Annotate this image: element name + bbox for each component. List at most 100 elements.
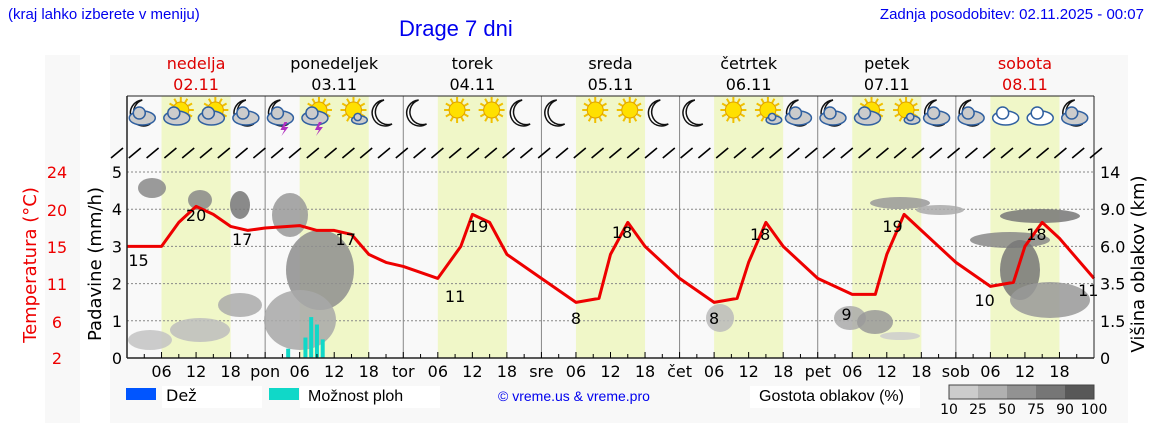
temperature-tick-label: 20 <box>47 201 67 220</box>
wind-barb-icon <box>947 147 961 159</box>
day-name: četrtek <box>720 54 778 73</box>
x-tick-label: 12 <box>600 362 620 381</box>
wind-barb-icon <box>786 147 800 159</box>
page-title: Drage 7 dni <box>399 16 513 41</box>
temperature-axis-panel <box>45 55 80 423</box>
cloud-height-tick-label: 0 <box>1100 349 1110 368</box>
x-tick-label: 06 <box>289 362 309 381</box>
legend-showers-bg <box>300 386 440 408</box>
density-tick-label: 25 <box>969 402 987 418</box>
sun-small-cloud-icon <box>340 97 369 125</box>
day-name: nedelja <box>167 54 226 73</box>
cloud-density-blob <box>286 230 354 310</box>
legend-rain-bg <box>162 386 262 408</box>
density-tick-label: 100 <box>1081 402 1108 418</box>
moon-cloud-icon <box>819 99 847 127</box>
shower-bar <box>303 337 308 358</box>
temperature-value-label: 18 <box>1026 225 1046 244</box>
wind-barb-icon <box>502 147 516 159</box>
temperature-value-label: 9 <box>841 305 851 324</box>
wind-barb-icon <box>626 147 640 159</box>
x-tick-label: 12 <box>877 362 897 381</box>
sun-icon <box>582 97 609 123</box>
wind-barb-icon <box>128 147 142 159</box>
cloud-density-blob <box>1000 209 1080 223</box>
wind-barb-icon <box>964 147 978 159</box>
day-date: 02.11 <box>173 75 219 94</box>
sun-icon <box>720 97 747 123</box>
temperature-value-label: 11 <box>445 287 465 306</box>
legend-density-bg <box>750 386 920 408</box>
moon-cloud-icon <box>957 99 985 127</box>
wind-barb-icon <box>359 147 373 159</box>
daytime-shade <box>161 96 231 358</box>
wind-barb-icon <box>110 147 124 159</box>
temperature-value-label: 17 <box>336 230 356 249</box>
cloud-density-blob <box>870 197 930 209</box>
wind-barb-icon <box>1053 147 1067 159</box>
daytime-shade <box>437 96 507 358</box>
moon-cloud-icon <box>128 99 157 127</box>
temperature-value-label: 20 <box>186 206 206 225</box>
wind-barb-icon <box>181 147 195 159</box>
x-tick-label: pon <box>250 362 280 381</box>
moon-cloud-icon <box>922 99 951 127</box>
day-date: 05.11 <box>588 75 634 94</box>
cloud-density-blob <box>170 318 230 342</box>
temperature-value-label: 8 <box>709 309 719 328</box>
cloud-height-tick-label: 1.5 <box>1100 312 1125 331</box>
cloud-density-blob <box>188 190 212 210</box>
wind-barb-icon <box>466 147 480 159</box>
moon-cloud-icon <box>784 99 813 127</box>
cloud-height-axis-title: Višina oblakov (km) <box>1128 175 1149 352</box>
precip-tick-label: 5 <box>112 163 122 182</box>
wind-barb-icon <box>555 147 569 159</box>
x-tick-label: 06 <box>980 362 1000 381</box>
x-tick-label: 18 <box>911 362 931 381</box>
density-swatch <box>978 385 1007 399</box>
density-tick-label: 10 <box>940 402 958 418</box>
temperature-tick-label: 24 <box>47 163 67 182</box>
moon-cloud-icon <box>1060 99 1089 127</box>
x-tick-label: 18 <box>635 362 655 381</box>
temperature-tick-label: 2 <box>52 349 62 368</box>
daytime-shade <box>575 96 646 358</box>
x-tick-label: 12 <box>324 362 344 381</box>
clouds-icon <box>991 106 1020 126</box>
copyright-link[interactable]: © vreme.us & vreme.pro <box>498 388 650 404</box>
wind-barb-icon <box>1000 147 1014 159</box>
x-tick-label: 18 <box>220 362 240 381</box>
temperature-value-label: 10 <box>974 291 994 310</box>
moon-icon <box>509 99 531 127</box>
cloud-height-tick-label: 14 <box>1100 163 1120 182</box>
wind-barb-icon <box>235 147 249 159</box>
wind-barb-icon <box>1089 147 1103 159</box>
x-tick-label: čet <box>667 362 692 381</box>
shower-bar <box>320 339 325 358</box>
cloud-density-blob <box>706 304 734 332</box>
precip-tick-label: 3 <box>112 237 122 256</box>
last-update: Zadnja posodobitev: 02.11.2025 - 00:07 <box>879 6 1144 23</box>
cloud-density-blob <box>138 178 166 198</box>
temperature-value-label: 19 <box>882 217 902 236</box>
wind-barb-icon <box>697 147 711 159</box>
legend-rain-swatch <box>126 388 156 400</box>
wind-barb-icon <box>822 147 836 159</box>
density-swatch <box>1065 385 1094 399</box>
wind-barb-icon <box>573 147 587 159</box>
precip-axis-title: Padavine (mm/h) <box>85 187 106 341</box>
temperature-tick-label: 6 <box>52 313 62 332</box>
cloud-density-label: Gostota oblakov (%) <box>759 388 904 405</box>
shower-bar <box>309 317 314 358</box>
x-tick-label: pet <box>805 362 831 381</box>
wind-barb-icon <box>929 147 943 159</box>
sun-icon <box>444 97 471 123</box>
legend-showers-swatch <box>269 388 299 400</box>
temperature-value-label: 15 <box>128 251 148 270</box>
x-tick-label: sob <box>942 362 970 381</box>
legend-rain-label: Dež <box>166 386 197 405</box>
x-tick-label: 12 <box>186 362 206 381</box>
cloud-height-tick-label: 9.0 <box>1100 200 1125 219</box>
x-tick-label: 12 <box>738 362 758 381</box>
wind-barb-icon <box>288 147 302 159</box>
